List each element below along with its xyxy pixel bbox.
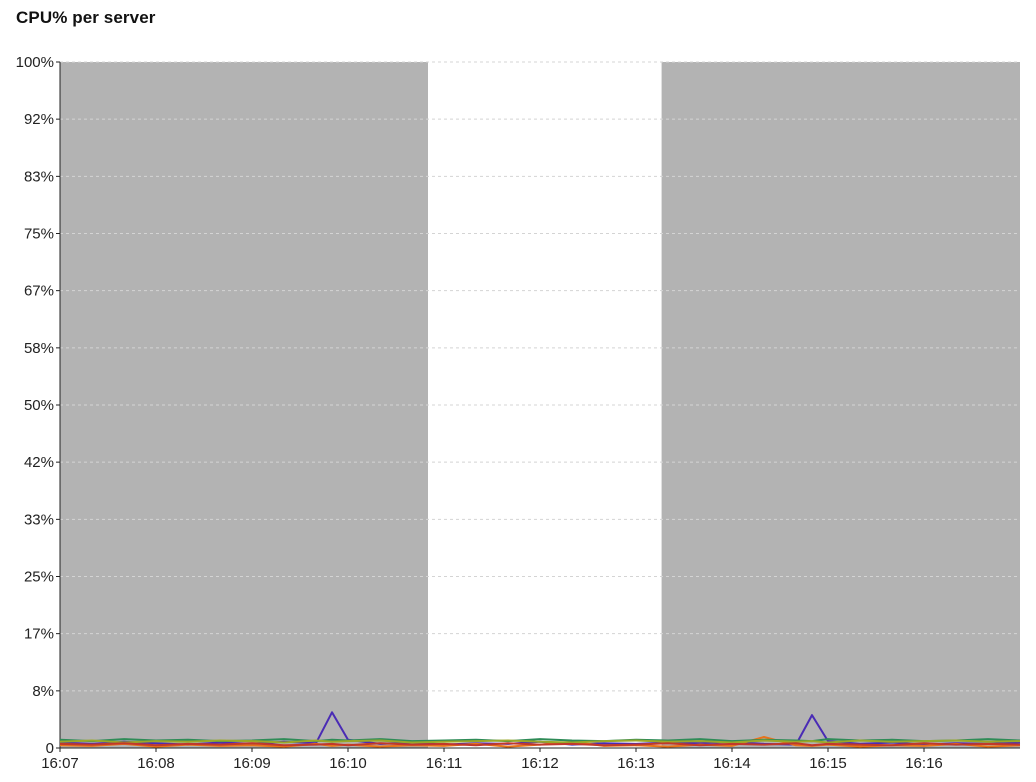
- y-tick-label: 33%: [24, 511, 54, 528]
- x-tick-label: 16:11: [426, 755, 462, 772]
- x-tick-label: 16:13: [617, 755, 655, 772]
- x-tick-label: 16:15: [809, 755, 847, 772]
- grid-lines: [60, 61, 1020, 692]
- x-tick-label: 16:08: [137, 755, 175, 772]
- x-tick-label: 16:14: [713, 755, 751, 772]
- series-line-3: [59, 739, 1021, 744]
- x-tick-label: 16:12: [521, 755, 559, 772]
- y-tick-label: 17%: [24, 626, 54, 643]
- series-line-4: [59, 742, 1021, 747]
- y-tick-label: 25%: [24, 569, 54, 586]
- x-tick-label: 16:16: [905, 755, 943, 772]
- y-tick-label: 42%: [24, 454, 54, 471]
- y-tick-label: 8%: [32, 683, 54, 700]
- y-tick-label: 92%: [24, 111, 54, 128]
- x-tick-label: 16:09: [233, 755, 271, 772]
- y-axis-ticks: 0 8% 17% 25% 33% 42% 50% 58% 67% 75% 83% 92% 100%: [16, 54, 60, 757]
- chart-title: CPU% per server: [16, 8, 156, 27]
- x-axis-ticks: 16:07 16:08 16:09 16:10 16:11 16:12 16:13 16:14…: [41, 748, 943, 772]
- y-tick-label: 67%: [24, 283, 54, 300]
- y-tick-label: 100%: [16, 54, 54, 71]
- y-tick-label: 58%: [24, 340, 54, 357]
- y-tick-label: 75%: [24, 226, 54, 243]
- y-tick-label: 0: [46, 740, 54, 757]
- x-tick-label: 16:10: [329, 755, 367, 772]
- y-tick-label: 50%: [24, 397, 54, 414]
- y-tick-label: 83%: [24, 168, 54, 185]
- x-tick-label: 16:07: [41, 755, 79, 772]
- series-lines: [59, 711, 1021, 748]
